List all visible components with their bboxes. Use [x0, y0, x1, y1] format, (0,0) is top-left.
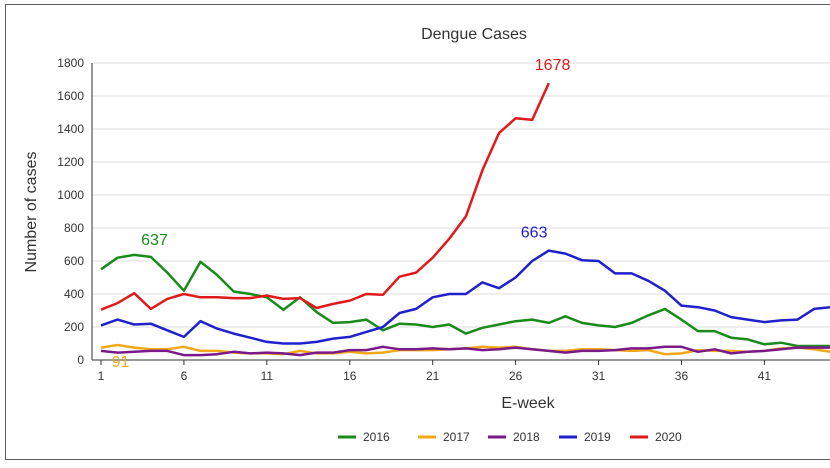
data-label-2019: 663 [521, 225, 548, 242]
x-tick-label: 6 [181, 369, 188, 383]
y-tick-label: 0 [77, 353, 84, 367]
y-tick-label: 1200 [57, 155, 84, 169]
legend-label-2018: 2018 [513, 430, 540, 444]
x-tick-label: 36 [675, 369, 689, 383]
x-tick-label: 11 [261, 369, 274, 383]
x-axis-title: E-week [501, 395, 555, 412]
legend-label-2017: 2017 [443, 430, 470, 444]
legend-label-2016: 2016 [363, 430, 390, 444]
y-tick-label: 1800 [57, 56, 84, 70]
data-label-2020: 1678 [535, 57, 571, 74]
x-tick-label: 31 [592, 369, 606, 383]
series-line-2019 [100, 249, 830, 345]
x-tick-label: 16 [343, 369, 357, 383]
x-tick-label: 21 [426, 369, 440, 383]
x-tick-label: 41 [758, 369, 772, 383]
chart-title: Dengue Cases [421, 26, 527, 43]
legend-label-2020: 2020 [655, 430, 682, 444]
data-label-2016: 637 [141, 232, 168, 249]
data-label-2017: 91 [112, 354, 130, 371]
series-line-2018 [100, 345, 830, 357]
y-tick-label: 200 [64, 320, 84, 334]
y-tick-label: 600 [64, 254, 84, 268]
y-tick-label: 1400 [57, 122, 84, 136]
series-line-2016 [100, 253, 830, 348]
y-axis-title: Number of cases [23, 152, 40, 273]
x-tick-label: 1 [98, 369, 105, 383]
x-tick-label: 26 [509, 369, 523, 383]
chart-frame [5, 4, 830, 460]
y-tick-label: 400 [64, 287, 84, 301]
legend-label-2019: 2019 [584, 430, 611, 444]
y-tick-label: 800 [64, 221, 84, 235]
y-tick-label: 1000 [57, 188, 84, 202]
series-line-2020 [100, 82, 550, 311]
y-tick-label: 1600 [57, 89, 84, 103]
